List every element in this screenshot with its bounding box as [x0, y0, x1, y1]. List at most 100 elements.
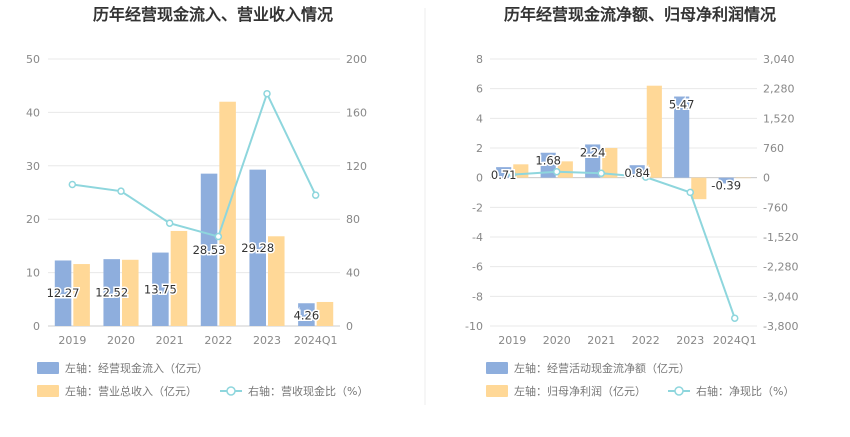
chart-net-cash-net-profit: 历年经营现金流净额、归母净利润情况 -10 -8 -6 -4 -2 0 2 4 6 8 -3,800… — [465, 5, 798, 398]
right-axis-tick-label: 40 — [346, 267, 360, 280]
x-axis-tick-label: 2021 — [156, 334, 184, 347]
right-axis-tick-label: -1,520 — [763, 231, 798, 244]
data-label: 29.28 — [241, 241, 274, 255]
bar — [718, 177, 734, 184]
x-axis-tick-label: 2019 — [58, 334, 86, 347]
bar — [316, 301, 334, 326]
left-axis-tick-label: 2 — [476, 142, 483, 155]
data-label: 1.68 — [535, 154, 561, 168]
data-label: 12.27 — [47, 286, 80, 300]
bar — [735, 177, 751, 179]
x-axis-tick-label: 2021 — [587, 334, 615, 347]
chart-title: 历年经营现金流净额、归母净利润情况 — [504, 5, 776, 24]
legend-swatch — [486, 385, 508, 397]
bar — [629, 165, 645, 178]
bar — [298, 303, 315, 326]
data-label: 12.52 — [95, 286, 128, 300]
legend-line-marker — [674, 386, 684, 396]
line-point — [214, 232, 223, 241]
right-axis-tick-label: 80 — [346, 213, 360, 226]
left-axis-tick-label: 8 — [476, 53, 483, 66]
legend-swatch — [37, 385, 59, 397]
right-axis-tick-label: 760 — [763, 142, 784, 155]
bar — [103, 259, 120, 326]
left-axis-tick-label: 6 — [476, 83, 483, 96]
bar — [691, 177, 707, 200]
bar — [122, 259, 139, 326]
left-axis-tick-label: -2 — [472, 201, 483, 214]
data-label: 0.84 — [624, 166, 650, 180]
chart-cash-inflow-revenue: 历年经营现金流入、营业收入情况 0 10 20 30 40 50 0 40 80 120 160 20… — [26, 5, 368, 398]
legend-line-marker — [226, 386, 236, 396]
legend-label: 左轴：营业总收入（亿元） — [65, 384, 197, 398]
right-axis-tick-label: 160 — [346, 106, 367, 119]
legend-label: 左轴：经营活动现金流净额（亿元） — [514, 361, 690, 375]
left-axis-tick-label: 50 — [26, 53, 40, 66]
bar — [219, 101, 236, 326]
right-axis-tick-label: 200 — [346, 53, 367, 66]
data-label: 28.53 — [193, 243, 226, 257]
line-point — [117, 187, 125, 195]
x-axis-tick-label: 2024Q1 — [294, 334, 338, 347]
data-label: 4.26 — [294, 308, 320, 322]
bar — [152, 252, 169, 326]
bar — [268, 236, 285, 326]
series-line — [512, 170, 736, 319]
line-point — [686, 188, 694, 197]
line-point — [731, 314, 739, 322]
bar — [674, 96, 690, 178]
left-axis-tick-label: -4 — [472, 231, 483, 244]
right-axis-tick-label: 3,040 — [763, 53, 795, 66]
left-axis-tick-label: 30 — [26, 160, 40, 173]
data-label: 0.71 — [491, 168, 517, 182]
legend-label: 右轴：净现比（%） — [696, 384, 794, 398]
left-axis-tick-label: 0 — [33, 320, 40, 333]
x-axis-tick-label: 2024Q1 — [713, 334, 757, 347]
line-point — [68, 180, 77, 189]
line-point — [263, 89, 271, 98]
bar — [73, 264, 90, 326]
line-point — [553, 167, 561, 176]
data-label: 5.47 — [669, 98, 695, 112]
left-axis-tick-label: 10 — [26, 267, 40, 280]
series-line — [72, 91, 317, 238]
line-point — [311, 191, 320, 199]
left-axis-tick-label: 20 — [26, 213, 40, 226]
legend-swatch — [486, 362, 508, 374]
right-axis-tick-label: 0 — [763, 172, 770, 185]
bar — [557, 161, 573, 178]
x-axis-tick-label: 2023 — [253, 334, 281, 347]
line-point — [642, 173, 650, 181]
right-axis-tick-label: -760 — [763, 201, 788, 214]
bar — [602, 148, 618, 178]
left-axis-tick-label: -8 — [472, 290, 483, 303]
x-axis-tick-label: 2020 — [107, 334, 135, 347]
bar — [249, 169, 266, 326]
line-point — [508, 170, 516, 179]
left-axis-tick-label: 4 — [476, 112, 483, 125]
right-axis-tick-label: 2,280 — [763, 83, 795, 96]
bar — [54, 260, 72, 326]
x-axis-tick-label: 2019 — [498, 334, 526, 347]
left-axis-tick-label: -6 — [472, 261, 483, 274]
left-axis-tick-label: 0 — [476, 172, 483, 185]
line-point — [597, 169, 605, 178]
right-axis-tick-label: -3,800 — [763, 320, 798, 333]
legend-label: 左轴：经营现金流入（亿元） — [65, 361, 208, 375]
bar — [646, 85, 662, 178]
x-axis-tick-label: 2020 — [543, 334, 571, 347]
x-axis-tick-label: 2022 — [632, 334, 660, 347]
data-label: 2.24 — [580, 145, 606, 159]
right-axis-tick-label: -3,040 — [763, 290, 798, 303]
legend-label: 左轴：归母净利润（亿元） — [514, 384, 646, 398]
line-point — [165, 219, 174, 227]
right-axis-tick-label: 120 — [346, 160, 367, 173]
legend-label: 右轴：营收现金比（%） — [248, 384, 368, 398]
left-axis-tick-label: -10 — [465, 320, 483, 333]
bar — [170, 230, 188, 326]
right-axis-tick-label: -2,280 — [763, 261, 798, 274]
legend-swatch — [37, 362, 59, 374]
bar — [200, 173, 218, 326]
